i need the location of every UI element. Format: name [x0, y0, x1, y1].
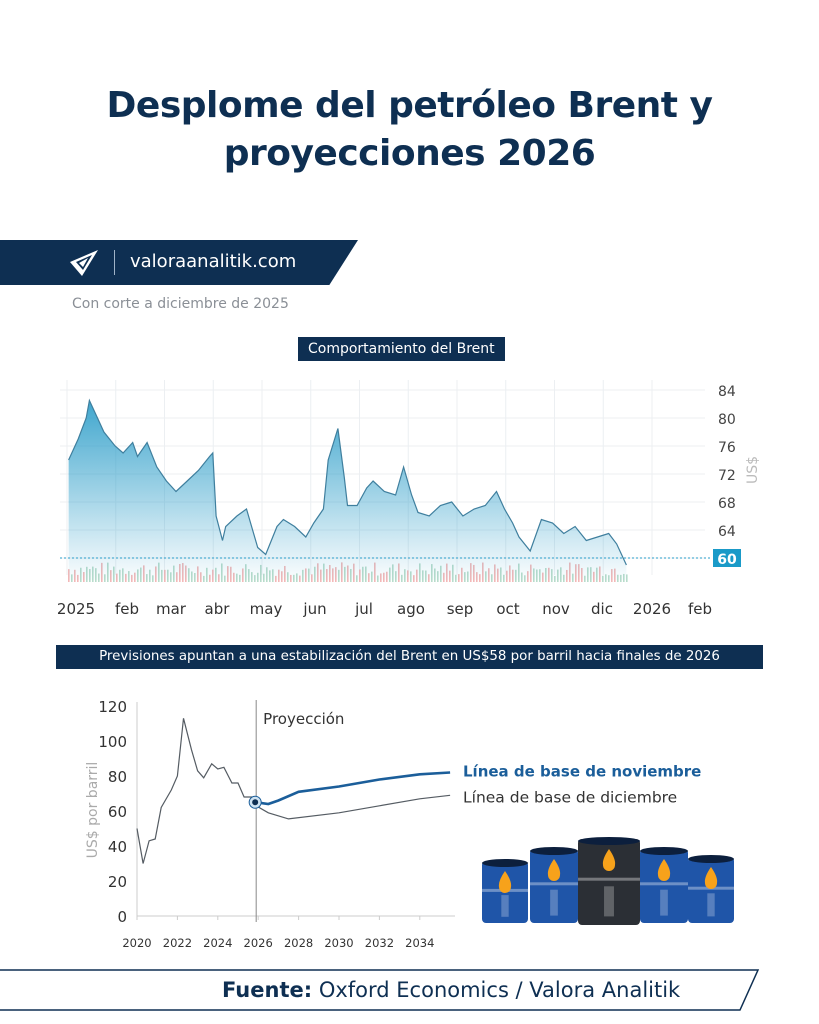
y-tick-label: 0 [117, 908, 127, 926]
oil-drop-icon [602, 849, 616, 871]
y-axis-label: US$ [745, 456, 761, 484]
y-tick-label: 64 [718, 524, 736, 540]
barrel-ring [578, 877, 640, 881]
series-line [255, 794, 451, 820]
oil-drop-icon [547, 859, 561, 881]
brand-banner: valoraanalitik.com [0, 240, 358, 285]
y-tick-label: 72 [718, 468, 736, 484]
divider [114, 250, 115, 275]
x-tick-label: feb [688, 600, 712, 618]
cutoff-note: Con corte a diciembre de 2025 [72, 296, 289, 312]
valora-logo-icon [70, 250, 98, 276]
barrel [640, 849, 688, 923]
barrel-highlight [550, 889, 558, 916]
oil-drop-icon [704, 867, 718, 889]
x-tick-label: mar [156, 600, 187, 618]
y-axis-label: US$ por barril [85, 762, 101, 859]
volume-bar [626, 574, 628, 582]
x-tick-label: ago [397, 600, 425, 618]
title-line-2: proyecciones 2026 [223, 133, 596, 174]
x-tick-label: jul [354, 600, 373, 618]
current-value-badge [713, 549, 741, 567]
x-tick-label: feb [115, 600, 139, 618]
footer-label: Fuente: [222, 978, 313, 1002]
y-tick-label: 40 [108, 838, 127, 856]
barrel-ring [530, 882, 578, 886]
x-tick-label: 2030 [324, 936, 353, 950]
y-tick-label: 80 [108, 768, 127, 786]
x-tick-label: may [250, 600, 283, 618]
barrel-ring [640, 882, 688, 886]
x-tick-label: dic [591, 600, 613, 618]
site-url[interactable]: valoraanalitik.com [130, 251, 297, 272]
x-tick-label: 2026 [633, 600, 671, 618]
barrel-highlight [604, 886, 614, 917]
barrel-top [688, 855, 734, 863]
x-tick-label: jun [302, 600, 326, 618]
barrel-top [578, 837, 640, 845]
page-title: Desplome del petróleo Brent y proyeccion… [0, 82, 819, 178]
barrel [688, 857, 734, 923]
price-area [68, 400, 627, 580]
oil-barrels-illustration [482, 837, 734, 925]
barrel-highlight [660, 889, 668, 916]
x-tick-label: sep [447, 600, 474, 618]
footer-source-text: Oxford Economics / Valora Analitik [318, 978, 681, 1002]
y-tick-label: 100 [98, 733, 127, 751]
chart1-title: Comportamiento del Brent [298, 337, 505, 361]
title-line-1: Desplome del petróleo Brent y [106, 85, 713, 126]
barrel-highlight [501, 895, 509, 917]
legend-label: Línea de base de diciembre [463, 788, 677, 806]
current-value-label: 60 [717, 552, 737, 568]
x-tick-label: 2020 [122, 936, 151, 950]
y-tick-label: 80 [718, 412, 736, 428]
legend-label: Línea de base de noviembre [463, 763, 701, 781]
projection-label: Proyección [263, 710, 344, 728]
y-tick-label: 76 [718, 440, 736, 456]
series-line [136, 718, 257, 864]
forecast-chart: 0 20 40 60 80 100 120 2020 2022 2024 2026 2028 2030 2… [85, 698, 701, 950]
x-tick-label: oct [496, 600, 519, 618]
barrel-top [530, 847, 578, 855]
x-tick-label: 2022 [163, 936, 192, 950]
oil-drop-icon [498, 871, 512, 893]
price-line [68, 398, 627, 566]
y-tick-label: 84 [718, 384, 736, 400]
barrel [578, 839, 640, 925]
footer-source: Fuente: Oxford Economics / Valora Analit… [222, 978, 680, 1002]
barrel [530, 849, 578, 923]
x-tick-label: 2024 [203, 936, 232, 950]
x-tick-label: abr [205, 600, 231, 618]
x-tick-label: 2032 [365, 936, 394, 950]
x-tick-label: 2026 [244, 936, 273, 950]
x-tick-label: 2034 [405, 936, 434, 950]
barrel-top [482, 859, 528, 867]
y-tick-label: 68 [718, 496, 736, 512]
x-tick-label: 2025 [57, 600, 95, 618]
x-tick-label: nov [542, 600, 570, 618]
y-tick-label: 60 [108, 803, 127, 821]
footer-border [0, 969, 760, 1011]
barrel-top [640, 847, 688, 855]
barrel-highlight [707, 893, 715, 917]
chart2-title: Previsiones apuntan a una estabilización… [56, 645, 763, 669]
x-tick-label: 2028 [284, 936, 313, 950]
junction-dot [252, 799, 259, 806]
oil-drop-icon [657, 859, 671, 881]
series-line [256, 771, 451, 806]
y-tick-label: 120 [98, 698, 127, 716]
y-tick-label: 20 [108, 873, 127, 891]
